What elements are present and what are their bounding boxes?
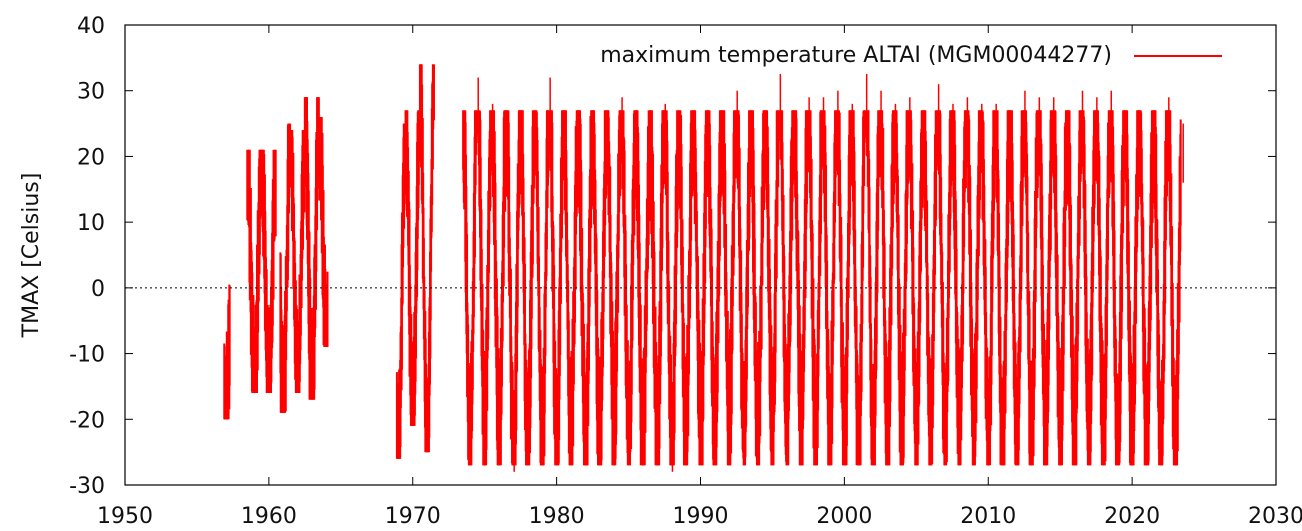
x-tick-label: 1980 [529,504,585,529]
series-trace-group [223,51,1184,472]
y-axis-label: TMAX [Celsius] [19,173,44,339]
legend: maximum temperature ALTAI (MGM00044277) [496,38,1222,74]
x-tick-label: 1970 [385,504,441,529]
series-segment [279,123,292,413]
x-axis-ticks: 1950 1960 1970 1980 1990 2000 2010 2020 2030 [97,25,1302,529]
series-segment [246,149,277,393]
x-tick-label: 2000 [816,504,872,529]
legend-background [496,38,1126,74]
series-segment [404,110,421,426]
y-tick-label: 40 [77,14,105,39]
x-tick-label: 1950 [97,504,153,529]
x-tick-label: 2010 [960,504,1016,529]
series-segment [418,64,435,453]
x-tick-label: 2020 [1104,504,1160,529]
y-tick-label: 30 [77,80,105,105]
y-tick-label: -20 [69,408,105,433]
y-tick-label: -30 [69,474,105,499]
x-tick-label: 1990 [673,504,729,529]
legend-label: maximum temperature ALTAI (MGM00044277) [600,43,1112,68]
y-axis-ticks: -30 -20 -10 0 10 20 30 40 [69,14,1276,499]
series-segment [289,130,306,393]
y-tick-label: 0 [91,277,105,302]
x-tick-label: 2030 [1248,504,1302,529]
series-segment [303,97,320,400]
y-tick-label: 10 [77,211,105,236]
x-tick-label: 1960 [241,504,297,529]
series-segment [223,284,231,420]
y-tick-label: -10 [69,343,105,368]
y-tick-label: 20 [77,145,105,170]
series-segment [318,117,329,347]
